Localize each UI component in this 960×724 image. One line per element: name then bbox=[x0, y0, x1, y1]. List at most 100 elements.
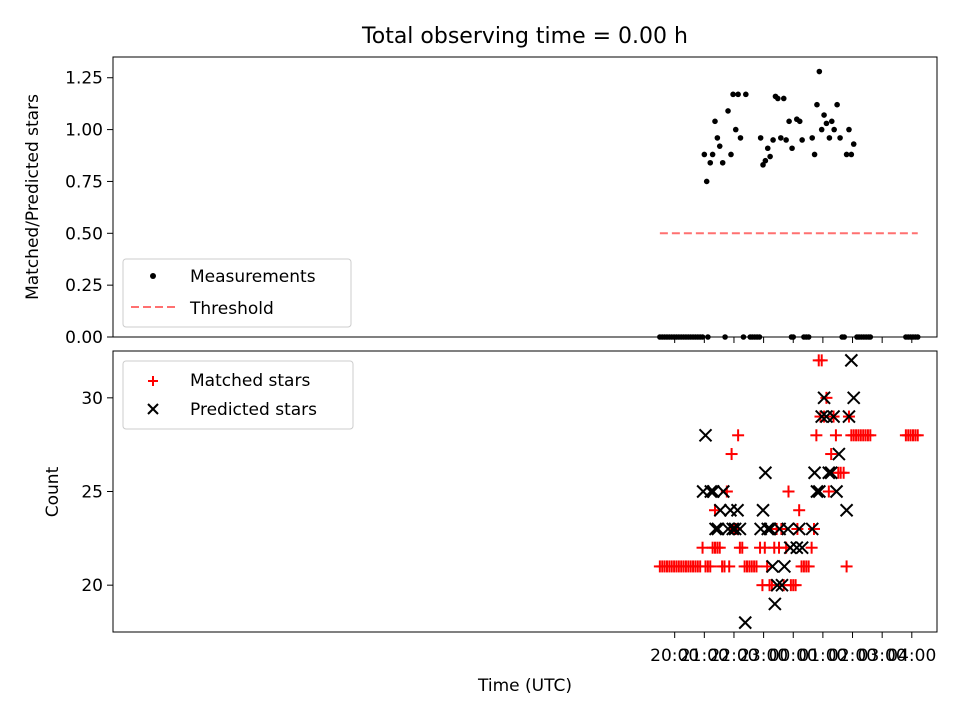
predicted-point bbox=[763, 522, 777, 536]
legend-label-predicted: Predicted stars bbox=[190, 400, 317, 420]
predicted-point bbox=[844, 353, 859, 368]
measurement-point bbox=[719, 159, 726, 166]
measurement-point bbox=[826, 135, 833, 141]
matched-point bbox=[789, 579, 802, 592]
measurement-point bbox=[728, 151, 734, 158]
predicted-point bbox=[777, 559, 792, 574]
top-ytick-label: 0.75 bbox=[65, 172, 103, 192]
matched-point bbox=[793, 504, 806, 517]
measurement-point bbox=[809, 135, 816, 141]
predicted-point bbox=[765, 559, 780, 574]
xtick-label: 22:00 bbox=[709, 646, 758, 666]
measurement-point bbox=[799, 137, 805, 143]
predicted-point bbox=[783, 540, 797, 555]
measurement-point bbox=[737, 135, 744, 141]
matched-point bbox=[911, 429, 924, 442]
predicted-point bbox=[847, 391, 861, 405]
measurement-point bbox=[762, 157, 769, 164]
predicted-point bbox=[713, 503, 728, 517]
measurement-point bbox=[814, 101, 820, 108]
measurement-point bbox=[823, 120, 830, 127]
measurement-point bbox=[831, 126, 837, 133]
measurement-point bbox=[821, 112, 827, 118]
matched-point bbox=[732, 429, 745, 442]
top-ytick-label: 1.00 bbox=[65, 121, 103, 141]
measurement-point bbox=[783, 137, 789, 143]
measurement-point bbox=[730, 91, 736, 98]
legend-label-threshold: Threshold bbox=[189, 299, 274, 319]
measurement-point bbox=[828, 118, 835, 125]
measurement-point bbox=[709, 151, 716, 158]
predicted-point bbox=[781, 522, 795, 536]
measurement-point bbox=[707, 159, 714, 166]
predicted-point bbox=[716, 484, 731, 499]
measurement-point bbox=[735, 91, 741, 98]
matched-point bbox=[822, 485, 835, 498]
top-ytick-label: 0.25 bbox=[65, 276, 103, 296]
measurement-point bbox=[777, 135, 784, 141]
matched-point bbox=[704, 560, 717, 573]
predicted-point bbox=[824, 466, 838, 480]
top-ytick-label: 0.50 bbox=[65, 224, 103, 244]
measurement-point bbox=[703, 178, 710, 185]
predicted-point bbox=[758, 466, 773, 480]
predicted-point bbox=[790, 540, 804, 555]
predicted-point bbox=[810, 484, 824, 499]
matched-point bbox=[815, 354, 828, 367]
measurement-point bbox=[843, 151, 850, 158]
matched-point bbox=[805, 541, 818, 554]
measurement-point bbox=[850, 141, 857, 147]
predicted-point bbox=[711, 522, 725, 536]
predicted-point bbox=[728, 522, 742, 536]
predicted-point bbox=[761, 522, 775, 536]
predicted-point bbox=[756, 503, 770, 517]
bottom-legend-box bbox=[122, 360, 354, 430]
predicted-point bbox=[730, 503, 745, 517]
matched-point bbox=[864, 429, 877, 442]
measurement-point bbox=[770, 137, 776, 143]
xtick-label: 20:00 bbox=[650, 646, 699, 666]
measurement-point bbox=[837, 135, 843, 141]
measurement-point bbox=[725, 108, 731, 114]
measurement-point bbox=[764, 145, 771, 152]
matched-point bbox=[825, 448, 838, 461]
measurement-point bbox=[760, 162, 766, 168]
predicted-point bbox=[832, 447, 846, 461]
measurement-point bbox=[732, 126, 739, 133]
predicted-point bbox=[812, 484, 827, 499]
measurement-point bbox=[846, 126, 852, 133]
measurement-point bbox=[757, 135, 764, 141]
matched-point bbox=[713, 541, 726, 554]
predicted-point bbox=[842, 409, 856, 424]
matched-point bbox=[810, 429, 823, 442]
measurement-point bbox=[701, 151, 708, 158]
legend-marker-predicted bbox=[147, 403, 159, 415]
top-ytick-label: 0.00 bbox=[65, 328, 103, 348]
legend-marker-matched bbox=[148, 376, 158, 386]
predicted-point bbox=[698, 428, 713, 443]
predicted-point bbox=[706, 484, 720, 499]
measurement-point bbox=[796, 118, 803, 125]
legend-marker-measurements bbox=[150, 273, 156, 279]
matched-point bbox=[829, 429, 842, 442]
measurement-point bbox=[767, 153, 773, 160]
measurement-point bbox=[716, 143, 723, 149]
matched-point bbox=[696, 541, 709, 554]
predicted-point bbox=[807, 466, 822, 480]
bottom-legend: Matched stars Predicted stars bbox=[122, 360, 354, 430]
figure-title: Total observing time = 0.00 h bbox=[361, 24, 688, 49]
top-y-axis-label: Matched/Predicted stars bbox=[23, 94, 43, 300]
predicted-point bbox=[829, 484, 844, 499]
predicted-point bbox=[826, 409, 841, 424]
predicted-point bbox=[814, 409, 829, 424]
matched-point bbox=[736, 541, 749, 554]
predicted-point bbox=[817, 391, 831, 405]
measurement-point bbox=[775, 95, 781, 102]
bottom-ytick-label: 30 bbox=[81, 389, 103, 409]
legend-label-measurements: Measurements bbox=[190, 267, 316, 287]
xtick-label: 03:00 bbox=[858, 646, 907, 666]
matched-point bbox=[775, 522, 788, 535]
predicted-point bbox=[768, 597, 782, 611]
bottom-panel: Count 20 25 30 20:0021:0022:0023:0000:0001:… bbox=[43, 350, 938, 696]
